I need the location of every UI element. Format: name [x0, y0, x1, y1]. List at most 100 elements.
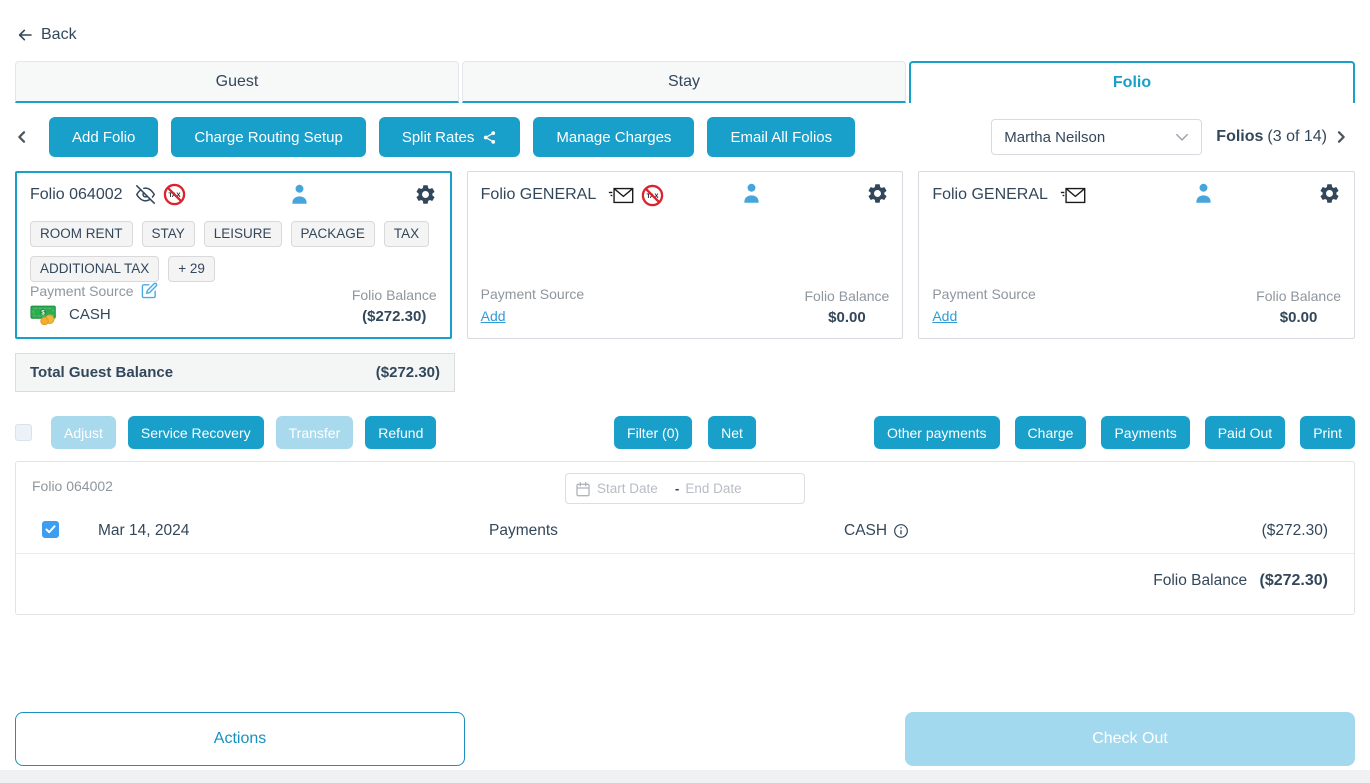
check-out-label: Check Out — [1092, 730, 1168, 747]
gear-icon — [868, 184, 887, 203]
back-button[interactable]: Back — [16, 26, 77, 44]
chevron-left-icon — [18, 131, 26, 143]
table-folio-label: Folio 064002 — [32, 478, 113, 494]
transfer-button[interactable]: Transfer — [275, 416, 354, 449]
email-all-folios-button[interactable]: Email All Folios — [707, 117, 856, 157]
gear-icon — [1320, 184, 1339, 203]
tag: STAY — [141, 221, 195, 248]
transaction-amount: ($272.30) — [1261, 522, 1328, 539]
edit-icon[interactable] — [141, 282, 158, 299]
no-tax-icon: TAX — [163, 183, 185, 206]
folio-card-general-2[interactable]: Folio GENERAL Payment Source Add Folio B… — [918, 171, 1355, 339]
payment-source-label: Payment Source — [932, 286, 1036, 302]
print-label: Print — [1313, 424, 1342, 441]
more-tags-badge[interactable]: + 29 — [168, 256, 215, 283]
bottom-actions: Actions Check Out — [15, 712, 1355, 766]
guest-select[interactable]: Martha Neilson — [991, 119, 1203, 155]
payments-label: Payments — [1114, 424, 1177, 441]
row-checkbox[interactable] — [42, 521, 59, 538]
folio-title: Folio 064002 — [30, 185, 123, 203]
info-icon[interactable] — [893, 523, 909, 539]
folio-balance-label: Folio Balance — [804, 288, 890, 304]
guest-profile-button[interactable] — [1194, 182, 1213, 203]
arrow-left-icon — [18, 29, 32, 41]
cash-icon: $ — [30, 305, 56, 326]
folios-label: Folios — [1216, 128, 1264, 145]
folio-card-064002[interactable]: Folio 064002 TAX ROOM RENT STAY LEISURE … — [15, 171, 452, 339]
net-button[interactable]: Net — [708, 416, 756, 449]
guest-profile-button[interactable] — [742, 182, 761, 203]
transaction-actions-row: Adjust Service Recovery Transfer Refund … — [15, 416, 1355, 449]
manage-charges-label: Manage Charges — [556, 128, 672, 146]
filter-button[interactable]: Filter (0) — [614, 416, 693, 449]
table-folio-balance-label: Folio Balance — [1153, 572, 1248, 589]
transaction-row[interactable]: Mar 14, 2024 Payments CASH ($272.30) — [16, 512, 1354, 554]
folio-balance-value: $0.00 — [828, 309, 866, 326]
folio-title: Folio GENERAL — [480, 186, 597, 203]
next-folios-button[interactable] — [1327, 127, 1355, 147]
refund-button[interactable]: Refund — [365, 416, 437, 449]
adjust-label: Adjust — [64, 424, 103, 441]
actions-label: Actions — [213, 730, 267, 747]
service-recovery-button[interactable]: Service Recovery — [127, 416, 264, 449]
add-folio-button[interactable]: Add Folio — [49, 117, 159, 157]
tab-stay[interactable]: Stay — [462, 61, 906, 103]
refund-label: Refund — [378, 424, 424, 441]
transaction-type: Payments — [489, 522, 558, 539]
manage-charges-button[interactable]: Manage Charges — [533, 117, 695, 157]
other-payments-button[interactable]: Other payments — [873, 416, 1000, 449]
folio-balance-value: ($272.30) — [362, 308, 427, 326]
paid-out-button[interactable]: Paid Out — [1204, 416, 1286, 449]
tag: LEISURE — [203, 221, 282, 248]
share-icon — [484, 130, 496, 144]
prev-folios-button[interactable] — [8, 127, 36, 147]
add-payment-source-link[interactable]: Add — [932, 308, 958, 324]
guest-profile-button[interactable] — [290, 183, 309, 204]
charge-routing-setup-button[interactable]: Charge Routing Setup — [171, 117, 366, 157]
no-tax-icon: TAX — [642, 184, 664, 206]
adjust-button[interactable]: Adjust — [51, 416, 116, 449]
service-recovery-label: Service Recovery — [140, 424, 251, 441]
check-icon — [45, 525, 56, 534]
tag: PACKAGE — [290, 221, 375, 248]
eye-off-icon — [135, 185, 155, 204]
person-icon — [292, 184, 307, 204]
select-all-checkbox[interactable] — [15, 424, 32, 441]
chevron-down-icon — [1176, 133, 1189, 141]
transaction-method: CASH — [844, 522, 909, 540]
folio-settings-button[interactable] — [1318, 182, 1341, 205]
end-date-input[interactable] — [685, 481, 758, 496]
add-folio-label: Add Folio — [72, 128, 136, 146]
person-icon — [1196, 183, 1211, 203]
payments-button[interactable]: Payments — [1101, 416, 1190, 449]
back-label: Back — [41, 26, 77, 43]
transactions-table: Folio 064002 - Mar 14, 2024 Payments CAS… — [15, 461, 1355, 615]
add-payment-source-link[interactable]: Add — [480, 308, 506, 324]
tag: ROOM RENT — [30, 221, 133, 248]
chevron-right-icon — [1337, 131, 1345, 143]
transfer-label: Transfer — [288, 424, 341, 441]
tab-guest-label: Guest — [215, 72, 259, 90]
tab-guest[interactable]: Guest — [15, 61, 459, 103]
split-rates-button[interactable]: Split Rates — [378, 117, 521, 157]
charge-button[interactable]: Charge — [1014, 416, 1087, 449]
actions-button[interactable]: Actions — [15, 712, 465, 766]
charge-label: Charge — [1027, 424, 1074, 441]
net-label: Net — [721, 424, 743, 441]
tab-folio[interactable]: Folio — [909, 61, 1355, 103]
tab-stay-label: Stay — [667, 72, 700, 90]
tag: TAX — [383, 221, 430, 248]
send-email-icon — [1060, 187, 1086, 203]
guest-select-value: Martha Neilson — [1004, 128, 1106, 146]
payment-source-label: Payment Source — [30, 282, 134, 299]
start-date-input[interactable] — [597, 481, 669, 496]
folio-toolbar: Add Folio Charge Routing Setup Split Rat… — [8, 117, 1355, 157]
folio-card-general-1[interactable]: Folio GENERAL TAX Payment Source Add — [466, 171, 904, 339]
check-out-button[interactable]: Check Out — [905, 712, 1355, 766]
folios-pager: Folios (3 of 14) — [1216, 128, 1327, 146]
print-button[interactable]: Print — [1300, 416, 1355, 449]
folio-title: Folio GENERAL — [932, 186, 1048, 203]
date-range-picker[interactable]: - — [565, 473, 805, 504]
folio-settings-button[interactable] — [414, 183, 437, 206]
folio-settings-button[interactable] — [866, 182, 889, 205]
